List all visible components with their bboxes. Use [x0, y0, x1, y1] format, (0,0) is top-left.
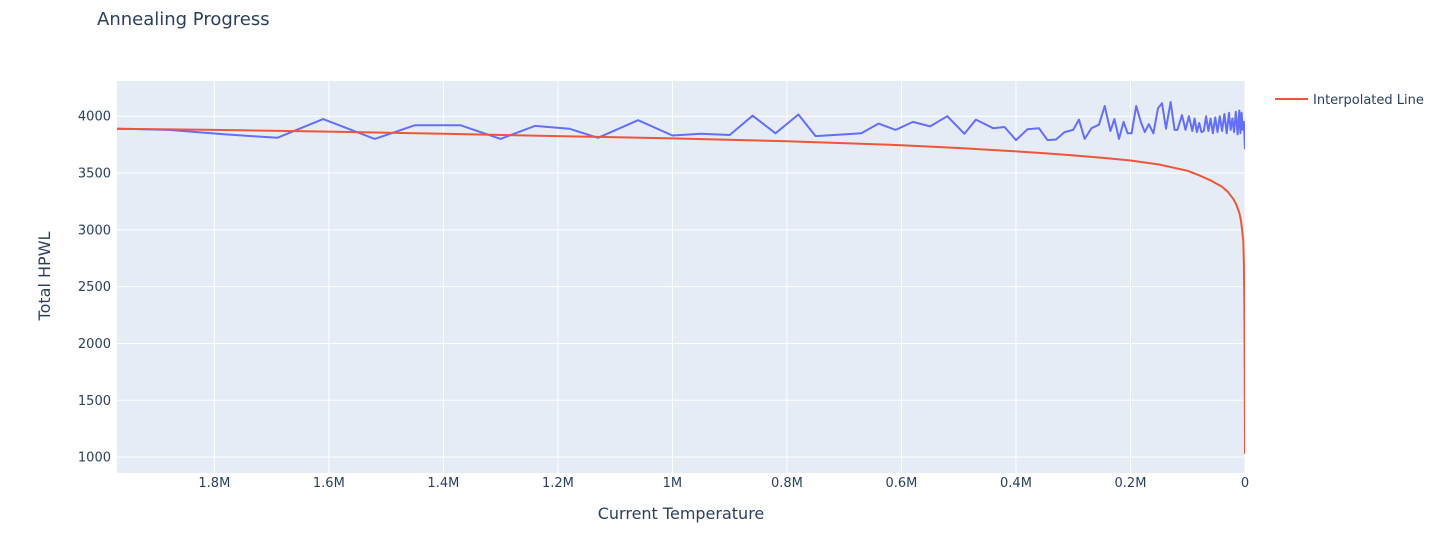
- y-tick-label: 1500: [78, 394, 111, 409]
- plot-area: [117, 81, 1245, 473]
- x-tick-label: 1.8M: [198, 476, 230, 491]
- legend[interactable]: Interpolated Line: [1275, 93, 1424, 108]
- y-tick-label: 1000: [78, 451, 111, 466]
- x-tick-label: 1.2M: [542, 476, 574, 491]
- y-tick-label: 3500: [78, 167, 111, 182]
- y-axis-title: Total HPWL: [35, 231, 54, 321]
- x-tick-label: 1M: [663, 476, 683, 491]
- series-interpolated-line: [117, 127, 1245, 454]
- series-layer: [117, 101, 1245, 454]
- x-tick-label: 0.2M: [1115, 476, 1147, 491]
- series-hpwl-line: [117, 101, 1245, 150]
- legend-label-interpolated-line[interactable]: Interpolated Line: [1313, 93, 1424, 108]
- y-tick-label: 2000: [78, 337, 111, 352]
- x-tick-label: 0.8M: [771, 476, 803, 491]
- y-tick-label: 4000: [78, 110, 111, 125]
- x-tick-label: 0.4M: [1000, 476, 1032, 491]
- x-tick-labels: 1.8M 1.6M 1.4M 1.2M 1M 0.8M 0.6M 0.4M 0.2M 0: [198, 476, 1249, 491]
- x-tick-label: 1.4M: [427, 476, 459, 491]
- y-tick-label: 3000: [78, 223, 111, 238]
- x-axis-title: Current Temperature: [598, 504, 765, 523]
- y-gridlines: [117, 115, 1245, 458]
- y-tick-labels: 1000 1500 2000 2500 3000 3500 4000: [78, 110, 111, 466]
- y-tick-label: 2500: [78, 280, 111, 295]
- x-tick-label: 0: [1241, 476, 1249, 491]
- chart-title: Annealing Progress: [97, 9, 270, 30]
- x-tick-label: 0.6M: [886, 476, 918, 491]
- x-tick-label: 1.6M: [313, 476, 345, 491]
